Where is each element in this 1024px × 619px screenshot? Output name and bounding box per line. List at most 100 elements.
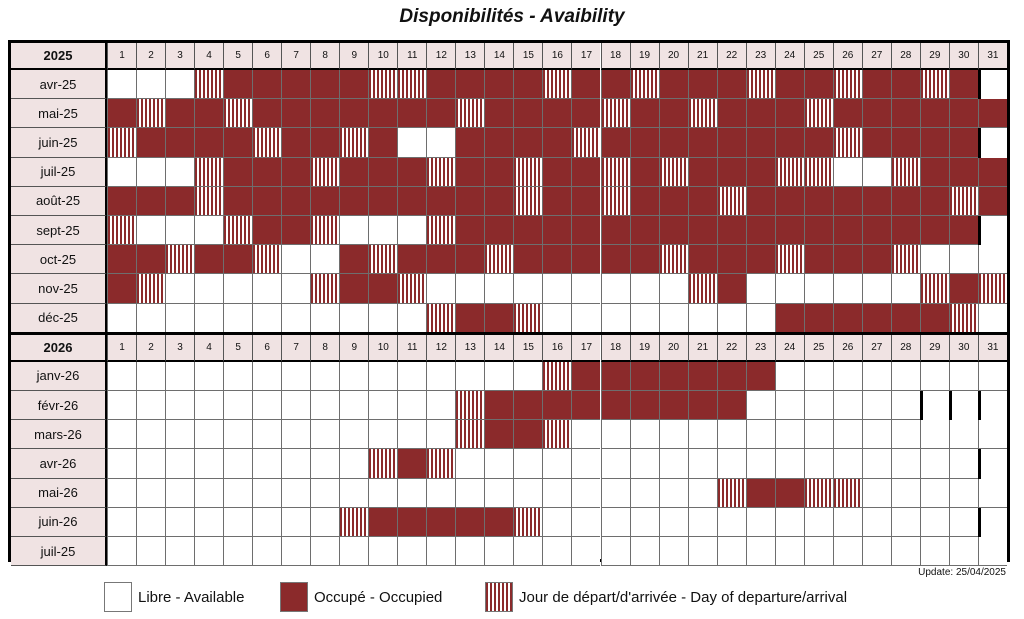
day-cell-occupied xyxy=(455,245,485,275)
day-cell-occupied xyxy=(774,99,804,129)
day-header: 25 xyxy=(803,43,833,70)
day-cell-occupied xyxy=(919,99,949,129)
day-cell-free xyxy=(339,449,369,479)
day-cell-occupied xyxy=(107,274,137,304)
day-cell-free xyxy=(107,303,137,333)
day-cell-departure xyxy=(716,478,746,508)
day-cell-free xyxy=(397,478,427,508)
day-cell-occupied xyxy=(136,186,166,216)
day-cell-departure xyxy=(107,216,137,246)
day-cell-occupied xyxy=(368,186,398,216)
day-cell-occupied xyxy=(948,274,978,304)
day-cell-occupied xyxy=(107,99,137,129)
day-cell-free xyxy=(803,274,833,304)
day-cell-occupied xyxy=(339,99,369,129)
day-cell-free xyxy=(890,361,920,391)
day-header: 16 xyxy=(542,334,572,362)
day-cell-departure xyxy=(252,128,282,158)
month-label: août-25 xyxy=(11,186,107,216)
day-cell-free xyxy=(484,478,514,508)
month-label: juil-25 xyxy=(11,157,107,187)
day-cell-free xyxy=(977,420,1007,450)
day-cell-free xyxy=(194,420,224,450)
legend-departure: Jour de départ/d'arrivée - Day of depart… xyxy=(485,582,847,612)
day-cell-occupied xyxy=(339,70,369,100)
day-cell-occupied xyxy=(223,245,253,275)
day-cell-free xyxy=(194,478,224,508)
day-cell-free xyxy=(658,449,688,479)
day-cell-occupied xyxy=(223,157,253,187)
day-cell-occupied xyxy=(832,245,862,275)
day-cell-free xyxy=(948,507,978,537)
day-cell-free xyxy=(165,478,195,508)
day-cell-free xyxy=(368,361,398,391)
day-cell-occupied xyxy=(600,70,630,100)
day-cell-free xyxy=(252,361,282,391)
day-cell-occupied xyxy=(571,99,601,129)
day-cell-free xyxy=(223,391,253,421)
day-cell-free xyxy=(107,478,137,508)
section-separator xyxy=(11,331,1007,335)
day-cell-free xyxy=(745,303,775,333)
day-cell-free xyxy=(194,391,224,421)
day-cell-occupied xyxy=(571,216,601,246)
day-cell-free xyxy=(803,391,833,421)
day-cell-departure xyxy=(803,478,833,508)
update-date: Update: 25/04/2025 xyxy=(918,567,1006,578)
day-cell-occupied xyxy=(745,157,775,187)
day-header: 22 xyxy=(716,43,746,70)
day-cell-occupied xyxy=(687,70,717,100)
day-cell-free xyxy=(223,449,253,479)
day-cell-occupied xyxy=(600,128,630,158)
day-cell-occupied xyxy=(513,99,543,129)
day-cell-free xyxy=(368,478,398,508)
day-cell-occupied xyxy=(629,361,659,391)
day-cell-occupied xyxy=(919,128,949,158)
day-cell-free xyxy=(252,420,282,450)
day-cell-free xyxy=(368,391,398,421)
day-cell-occupied xyxy=(774,70,804,100)
day-cell-free xyxy=(687,478,717,508)
day-cell-free xyxy=(629,449,659,479)
day-cell-free xyxy=(165,274,195,304)
day-cell-departure xyxy=(571,128,601,158)
day-cell-free xyxy=(194,449,224,479)
day-cell-occupied xyxy=(977,157,1007,187)
day-cell-free xyxy=(426,537,456,567)
day-cell-occupied xyxy=(194,128,224,158)
day-cell-occupied xyxy=(774,216,804,246)
day-cell-occupied xyxy=(571,361,601,391)
day-cell-departure xyxy=(136,99,166,129)
day-cell-departure xyxy=(426,303,456,333)
day-cell-free xyxy=(397,216,427,246)
day-cell-occupied xyxy=(252,99,282,129)
day-cell-free xyxy=(397,391,427,421)
day-cell-free xyxy=(861,391,891,421)
day-cell-occupied xyxy=(194,99,224,129)
day-cell-departure xyxy=(832,128,862,158)
day-header: 29 xyxy=(919,334,949,362)
day-cell-occupied xyxy=(629,157,659,187)
day-cell-occupied xyxy=(542,99,572,129)
day-cell-free xyxy=(861,537,891,567)
day-header: 17 xyxy=(571,334,601,362)
day-cell-occupied xyxy=(339,274,369,304)
day-cell-free xyxy=(223,420,253,450)
day-cell-free xyxy=(919,245,949,275)
day-cell-free xyxy=(426,274,456,304)
day-cell-free xyxy=(339,303,369,333)
day-cell-free xyxy=(165,216,195,246)
day-header: 3 xyxy=(165,334,195,362)
day-cell-occupied xyxy=(832,303,862,333)
day-cell-occupied xyxy=(687,128,717,158)
day-cell-occupied xyxy=(397,507,427,537)
day-cell-occupied xyxy=(426,99,456,129)
day-cell-none xyxy=(977,128,1007,158)
day-cell-free xyxy=(658,420,688,450)
day-cell-free xyxy=(223,361,253,391)
day-cell-free xyxy=(716,507,746,537)
day-header: 27 xyxy=(861,43,891,70)
day-cell-free xyxy=(194,216,224,246)
day-cell-departure xyxy=(310,274,340,304)
day-cell-free xyxy=(832,391,862,421)
